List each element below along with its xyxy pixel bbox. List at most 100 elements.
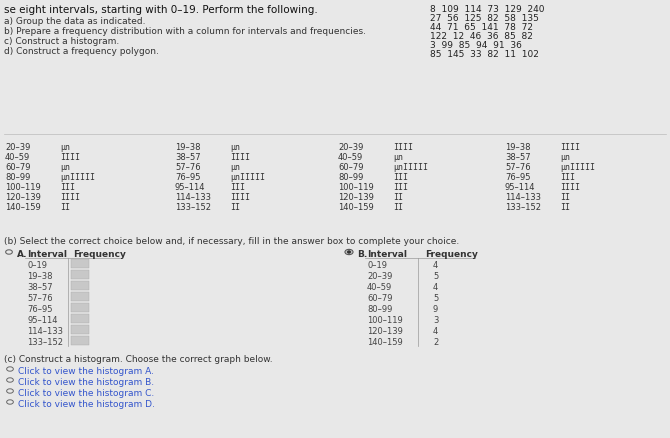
- Text: 80–99: 80–99: [367, 304, 393, 313]
- Text: 114–133: 114–133: [175, 193, 211, 201]
- Text: 3  99  85  94  91  36: 3 99 85 94 91 36: [430, 41, 522, 50]
- Text: μn: μn: [60, 162, 70, 172]
- Text: II: II: [60, 202, 70, 212]
- Text: 4: 4: [433, 283, 438, 291]
- Text: μnIIIII: μnIIIII: [230, 173, 265, 182]
- Text: 57–76: 57–76: [505, 162, 531, 172]
- Text: IIII: IIII: [230, 153, 250, 162]
- Text: 0–19: 0–19: [367, 261, 387, 269]
- Text: 114–133: 114–133: [505, 193, 541, 201]
- Bar: [71, 336, 89, 345]
- Text: B.: B.: [357, 249, 367, 258]
- Text: IIII: IIII: [60, 193, 80, 201]
- Text: a) Group the data as indicated.: a) Group the data as indicated.: [4, 17, 145, 26]
- Text: Interval: Interval: [27, 249, 67, 258]
- Text: 38–57: 38–57: [27, 283, 53, 291]
- Text: 20–39: 20–39: [367, 272, 393, 280]
- Text: II: II: [230, 202, 240, 212]
- Bar: [71, 281, 89, 290]
- Text: 122  12  46  36  85  82: 122 12 46 36 85 82: [430, 32, 533, 41]
- Text: III: III: [230, 183, 245, 191]
- Text: Click to view the histogram A.: Click to view the histogram A.: [18, 366, 154, 375]
- Text: Interval: Interval: [367, 249, 407, 258]
- Text: 140–159: 140–159: [5, 202, 41, 212]
- Text: IIII: IIII: [60, 153, 80, 162]
- Text: IIII: IIII: [560, 183, 580, 191]
- Text: III: III: [60, 183, 75, 191]
- Text: IIII: IIII: [230, 193, 250, 201]
- Text: 60–79: 60–79: [5, 162, 31, 172]
- Text: μn: μn: [393, 153, 403, 162]
- Text: 2: 2: [433, 337, 438, 346]
- Text: II: II: [393, 193, 403, 201]
- Text: (b) Select the correct choice below and, if necessary, fill in the answer box to: (b) Select the correct choice below and,…: [4, 237, 459, 245]
- Bar: [71, 270, 89, 279]
- Text: 38–57: 38–57: [175, 153, 200, 162]
- Text: 20–39: 20–39: [5, 143, 30, 152]
- Text: 140–159: 140–159: [367, 337, 403, 346]
- Text: 19–38: 19–38: [505, 143, 531, 152]
- Text: μnIIIII: μnIIIII: [60, 173, 95, 182]
- Text: 120–139: 120–139: [367, 326, 403, 335]
- Text: 60–79: 60–79: [338, 162, 364, 172]
- Text: Click to view the histogram B.: Click to view the histogram B.: [18, 377, 154, 386]
- Text: 80–99: 80–99: [338, 173, 363, 182]
- Text: 95–114: 95–114: [27, 315, 58, 324]
- Text: μnIIIII: μnIIIII: [393, 162, 428, 172]
- Text: 114–133: 114–133: [27, 326, 63, 335]
- Text: 19–38: 19–38: [27, 272, 52, 280]
- Text: 57–76: 57–76: [27, 293, 53, 302]
- Text: Click to view the histogram D.: Click to view the histogram D.: [18, 399, 155, 408]
- Text: III: III: [560, 173, 575, 182]
- Text: 19–38: 19–38: [175, 143, 200, 152]
- Text: Click to view the histogram C.: Click to view the histogram C.: [18, 388, 154, 397]
- Text: b) Prepare a frequency distribution with a column for intervals and frequencies.: b) Prepare a frequency distribution with…: [4, 27, 366, 36]
- Text: 76–95: 76–95: [505, 173, 531, 182]
- Text: 60–79: 60–79: [367, 293, 393, 302]
- Bar: [71, 259, 89, 268]
- Text: 95–114: 95–114: [505, 183, 535, 191]
- Text: 4: 4: [433, 326, 438, 335]
- Text: 38–57: 38–57: [505, 153, 531, 162]
- Bar: [71, 303, 89, 312]
- Bar: [71, 292, 89, 301]
- Text: 80–99: 80–99: [5, 173, 30, 182]
- Text: II: II: [393, 202, 403, 212]
- Text: 0–19: 0–19: [27, 261, 47, 269]
- Circle shape: [347, 251, 351, 254]
- Text: 100–119: 100–119: [338, 183, 374, 191]
- Text: 120–139: 120–139: [5, 193, 41, 201]
- Text: c) Construct a histogram.: c) Construct a histogram.: [4, 37, 119, 46]
- Text: se eight intervals, starting with 0–19. Perform the following.: se eight intervals, starting with 0–19. …: [4, 5, 318, 15]
- Text: 20–39: 20–39: [338, 143, 363, 152]
- Text: 40–59: 40–59: [5, 153, 30, 162]
- Text: 133–152: 133–152: [505, 202, 541, 212]
- Text: 85  145  33  82  11  102: 85 145 33 82 11 102: [430, 50, 539, 59]
- Text: A.: A.: [17, 249, 27, 258]
- Text: μn: μn: [60, 143, 70, 152]
- Text: 76–95: 76–95: [27, 304, 52, 313]
- Text: 44  71  65  141  78  72: 44 71 65 141 78 72: [430, 23, 533, 32]
- Text: 27  56  125  82  58  135: 27 56 125 82 58 135: [430, 14, 539, 23]
- Text: III: III: [393, 183, 408, 191]
- Text: 4: 4: [433, 261, 438, 269]
- Text: μn: μn: [230, 162, 240, 172]
- Text: 133–152: 133–152: [175, 202, 211, 212]
- Text: 100–119: 100–119: [5, 183, 41, 191]
- Text: 40–59: 40–59: [338, 153, 363, 162]
- Text: 5: 5: [433, 272, 438, 280]
- Text: 40–59: 40–59: [367, 283, 392, 291]
- Text: 100–119: 100–119: [367, 315, 403, 324]
- Text: 5: 5: [433, 293, 438, 302]
- Text: 3: 3: [433, 315, 438, 324]
- Text: μnIIIII: μnIIIII: [560, 162, 595, 172]
- Bar: [71, 325, 89, 334]
- Text: 57–76: 57–76: [175, 162, 200, 172]
- Text: 9: 9: [433, 304, 438, 313]
- Text: IIII: IIII: [393, 143, 413, 152]
- Text: μn: μn: [560, 153, 570, 162]
- Text: II: II: [560, 202, 570, 212]
- Text: 120–139: 120–139: [338, 193, 374, 201]
- Text: III: III: [393, 173, 408, 182]
- Text: Frequency: Frequency: [425, 249, 478, 258]
